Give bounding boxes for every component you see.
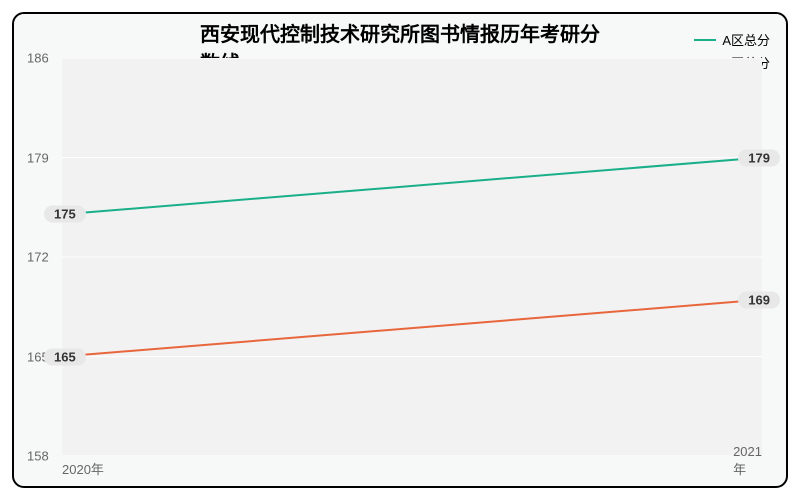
x-tick-label: 2020年 xyxy=(62,459,104,478)
legend-line-a-icon xyxy=(694,39,716,41)
y-tick-label: 179 xyxy=(27,150,49,165)
data-label: 179 xyxy=(738,149,780,166)
legend-label-a: A区总分 xyxy=(722,30,770,49)
plot-area: 1581651721791862020年2021年175179165169 xyxy=(62,58,762,456)
chart-container: 西安现代控制技术研究所图书情报历年考研分数线 A区总分 B区总分 1581651… xyxy=(0,0,800,500)
y-tick-label: 186 xyxy=(27,51,49,66)
legend-item-a: A区总分 xyxy=(694,30,770,49)
y-tick-label: 158 xyxy=(27,449,49,464)
data-label: 169 xyxy=(738,291,780,308)
x-tick-label: 2021年 xyxy=(733,444,762,478)
plot-svg xyxy=(62,58,762,456)
data-label: 165 xyxy=(44,348,86,365)
y-tick-label: 172 xyxy=(27,250,49,265)
data-label: 175 xyxy=(44,206,86,223)
